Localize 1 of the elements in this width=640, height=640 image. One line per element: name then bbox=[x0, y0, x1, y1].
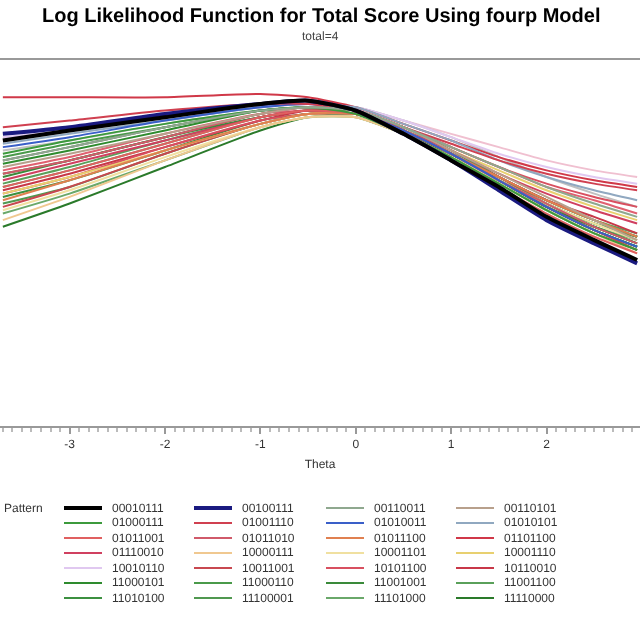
chart-title: Log Likelihood Function for Total Score Using fourp Model bbox=[42, 6, 601, 28]
